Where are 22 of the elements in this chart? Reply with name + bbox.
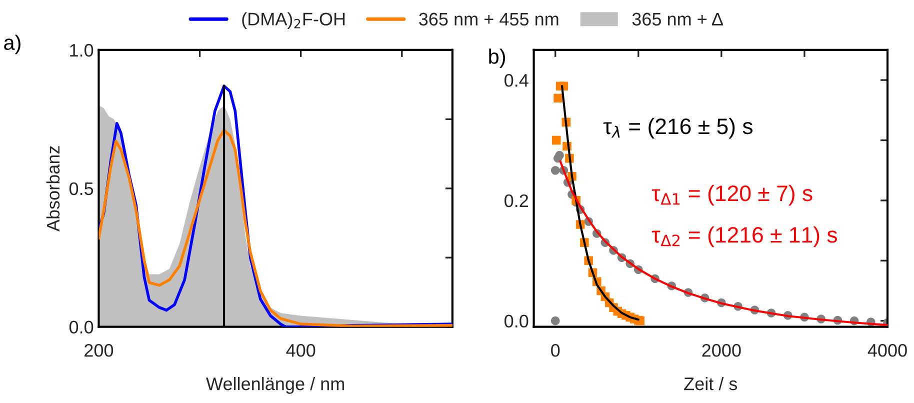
legend-label: 365 nm + Δ: [632, 12, 723, 26]
y-tick-label: 0.5: [69, 182, 94, 196]
x-tick-label: 0: [551, 344, 560, 357]
x-tick-label: 200: [84, 344, 114, 357]
y-axis-title: Absorbanz: [46, 146, 60, 232]
y-tick-label: 0.0: [69, 320, 94, 334]
annotation: τ$_{Δ2}$ = (1216 ± 11) s: [652, 226, 838, 248]
x-tick-label: 2000: [702, 344, 741, 357]
y-tick-label: 0.2: [504, 194, 528, 208]
legend-label: (DMA)$_{2}$F-OH: [242, 12, 345, 30]
text: a): [4, 34, 20, 54]
x-axis-title: Wellenlänge / nm: [206, 376, 344, 394]
x-tick-label: 400: [286, 344, 316, 357]
y-tick-label: 0.0: [504, 314, 528, 328]
legend-label: 365 nm + 455 nm: [419, 12, 558, 26]
text: b): [489, 48, 506, 68]
y-tick-label: 1.0: [70, 44, 94, 57]
x-tick-label: 4000: [868, 344, 907, 357]
x-axis-title: Zeit / s: [684, 376, 738, 390]
annotation: τ$_{λ}$ = (216 ± 5) s: [603, 118, 752, 139]
y-tick-label: 0.4: [504, 74, 528, 87]
annotation: τ$_{Δ1}$ = (120 ± 7) s: [652, 184, 812, 206]
